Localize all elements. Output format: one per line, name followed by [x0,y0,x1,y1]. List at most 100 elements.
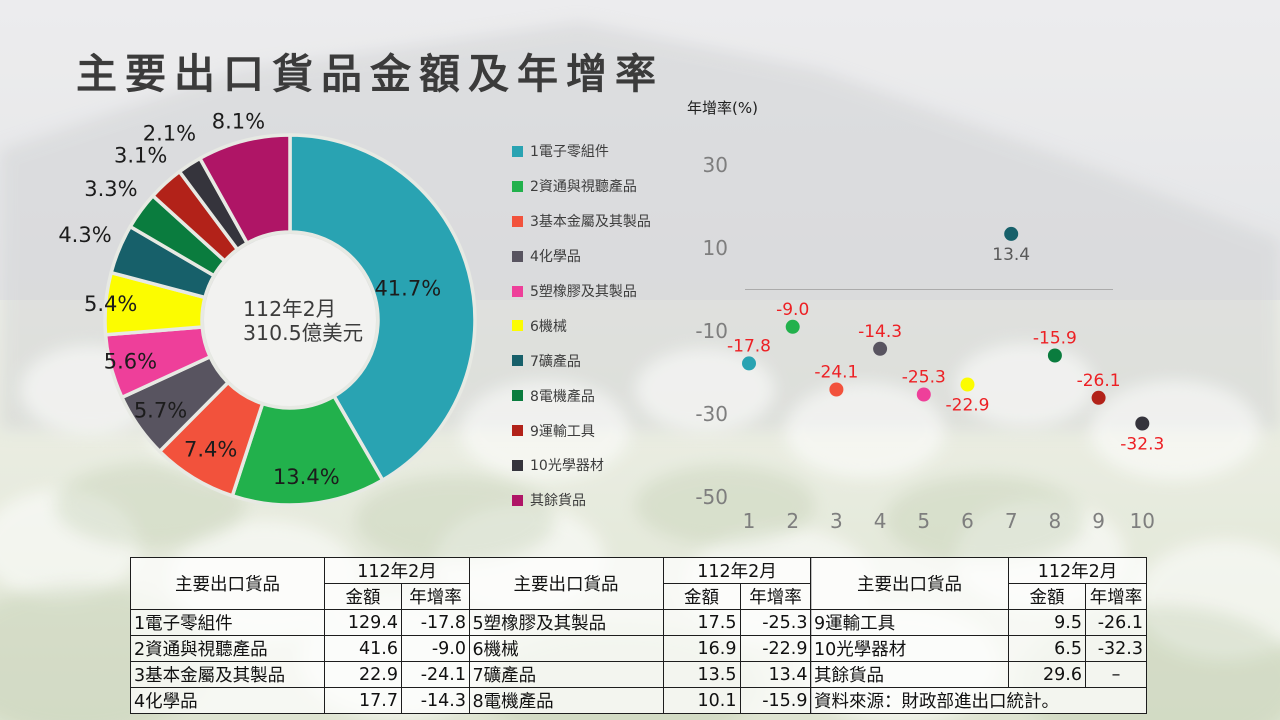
donut-slice-label: 7.4% [184,438,237,462]
legend-label: 4化學品 [530,249,581,266]
table-row: 3基本金屬及其製品 22.9 -24.1 [130,661,470,688]
legend-item: 1電子零組件 [512,134,651,169]
row-yoy: -25.3 [739,609,812,636]
legend-label: 8電機產品 [530,388,595,405]
export-table: 主要出口貨品 112年2月 金額 年增率 9運輸工具 9.5 -26.1 10光學器材 6.5-… [810,557,1147,714]
row-yoy: -15.9 [739,687,812,714]
table-header-period: 112年2月 [324,557,470,584]
table-header-period: 112年2月 [1008,557,1147,584]
legend-item: 5塑橡膠及其製品 [512,274,651,309]
scatter-point [873,341,888,356]
row-amount: 22.9 [324,661,402,688]
row-category: 2資通與視聽產品 [130,635,325,662]
legend-label: 5塑橡膠及其製品 [530,284,637,300]
row-yoy: 13.4 [739,661,812,688]
table-row: 1電子零組件 129.4 -17.8 [130,609,470,636]
table-header-amount: 金額 [662,583,741,610]
table-row: 10光學器材 6.5 -32.3 [810,635,1147,662]
row-category: 9運輸工具 [810,609,1009,636]
scatter-point [1091,390,1106,405]
scatter-point-label: -9.0 [776,300,809,320]
scatter-chart: 30 10 -10 -30 -50 1 2 3 4 5 6 7 8 9 10 -17.8-9.0 -24.1 -1… [695,153,1164,533]
row-category: 7礦產品 [468,661,664,688]
donut-slice-label: 3.1% [114,144,167,168]
scatter-point-label: -32.3 [1120,435,1164,455]
donut-slice-label: 5.4% [84,292,137,316]
row-yoy: -32.3 [1085,635,1147,662]
legend-item: 9運輸工具 [512,413,651,448]
x-axis-tick: 6 [961,509,974,533]
donut-chart: 41.7% 13.4% 7.4% 5.7% 5.6% 5.4% 4.3% 3.3% 3.1%2.… [58,110,477,507]
scatter-point [960,377,975,392]
row-yoy: -9.0 [401,635,470,662]
legend-swatch-icon [512,320,523,332]
legend-swatch-icon [512,215,523,227]
scatter-point-label: -17.8 [727,336,771,356]
table-row: 6機械 16.9 -22.9 [468,635,812,662]
x-axis-tick: 8 [1049,509,1062,533]
scatter-point-label: -15.9 [1033,329,1077,349]
legend-label: 7礦產品 [530,353,581,370]
export-table: 主要出口貨品 112年2月 金額 年增率 1電子零組件 129.4 -17.8 2資通與視聽產… [130,557,470,714]
row-category: 6機械 [468,635,664,662]
scatter-point [916,387,931,402]
table-row: 7礦產品 13.5 13.4 [468,661,812,688]
legend-item: 3基本金屬及其製品 [512,204,651,239]
scatter-point [829,382,844,397]
legend-label: 6機械 [530,318,567,335]
table-header-amount: 金額 [324,583,402,610]
table-row: 其餘貨品 29.6– [810,661,1147,688]
scatter-point [1047,348,1062,363]
scatter-point-label: -26.1 [1077,371,1121,391]
row-yoy: -14.3 [401,687,470,714]
x-axis-tick: 4 [874,509,887,533]
summary-tables: 主要出口貨品 112年2月 金額 年增率 1電子零組件 129.4 -17.8 2資通與視聽產… [130,557,1147,714]
legend-swatch-icon [512,285,523,297]
scatter-point [1135,416,1150,431]
y-axis-tick: -30 [695,402,728,426]
donut-slice-label: 2.1% [143,122,196,146]
row-amount: 6.5 [1008,635,1086,662]
scatter-point-label: -24.1 [814,363,858,383]
x-axis-tick: 5 [917,509,930,533]
legend-swatch-icon [512,145,523,157]
table-header-yoy: 年增率 [739,583,812,610]
donut-slice-label: 13.4% [273,465,340,489]
donut-slice-label: 3.3% [84,177,137,201]
y-axis-tick: -50 [695,485,728,509]
row-category: 8電機產品 [468,687,664,714]
scatter-point [785,319,800,334]
table-row: 5塑橡膠及其製品 17.5 -25.3 [468,609,812,636]
donut-slice-label: 4.3% [58,223,111,247]
y-axis-tick: -10 [695,319,728,343]
donut-center-text: 310.5億美元 [243,321,363,345]
scatter-point [1004,226,1019,241]
scatter-point-label: -25.3 [902,368,946,388]
table-row: 4化學品 17.7 -14.3 [130,687,470,714]
row-yoy: -22.9 [739,635,812,662]
scatter-point-label: -14.3 [858,322,902,342]
x-axis-tick: 10 [1130,509,1155,533]
legend-item: 4化學品 [512,239,651,274]
row-amount: 17.7 [324,687,402,714]
legend-item: 8電機產品 [512,378,651,413]
row-amount: 16.9 [662,635,741,662]
donut-slice-label: 41.7% [374,276,441,300]
row-amount: 41.6 [324,635,402,662]
table-header-yoy: 年增率 [401,583,470,610]
row-category: 5塑橡膠及其製品 [468,609,664,636]
y-axis-tick: 10 [703,236,728,260]
x-axis-tick: 9 [1092,509,1105,533]
legend-swatch-icon [512,390,523,402]
legend-swatch-icon [512,494,523,506]
row-category: 10光學器材 [810,635,1009,662]
table-header-category: 主要出口貨品 [130,557,325,610]
x-axis-tick: 3 [830,509,843,533]
legend-swatch-icon [512,425,523,437]
legend-item: 7礦產品 [512,343,651,378]
row-category: 其餘貨品 [810,661,1009,688]
page-title: 主要出口貨品金額及年增率 [76,50,664,98]
x-axis-tick: 7 [1005,509,1018,533]
row-yoy: – [1085,661,1147,688]
row-amount: 29.6 [1008,661,1086,688]
